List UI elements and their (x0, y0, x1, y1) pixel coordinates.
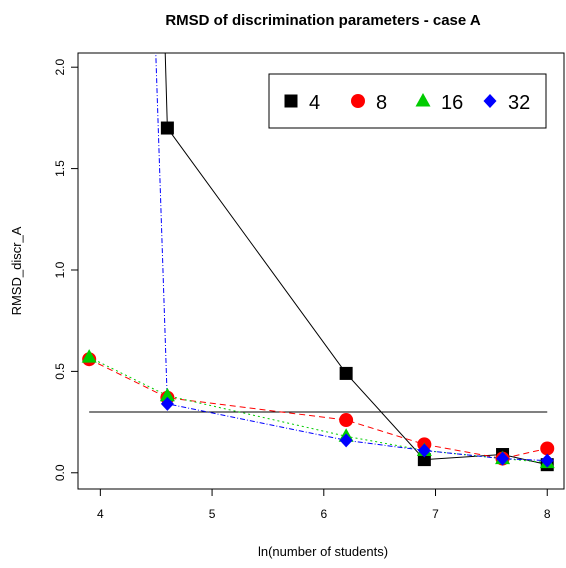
data-point-series-8 (540, 441, 555, 456)
y-tick-label: 1.0 (53, 261, 67, 278)
y-tick-label: 2.0 (53, 59, 67, 76)
y-tick-label: 0.5 (53, 363, 67, 380)
x-tick-label: 4 (97, 507, 104, 521)
legend-marker-16 (415, 93, 431, 107)
series-line-8 (88, 358, 548, 460)
data-point-series-4 (417, 453, 431, 467)
data-point-series-16 (159, 387, 175, 402)
data-point-series-32 (496, 451, 510, 466)
data-point-series-4 (160, 121, 174, 135)
legend-label: 4 (309, 92, 320, 114)
x-tick-label: 7 (432, 507, 439, 521)
legend-label: 16 (441, 92, 463, 114)
y-axis-label: RMSD_discr_A (9, 226, 24, 315)
legend-label: 32 (508, 92, 530, 114)
legend-box (268, 73, 547, 129)
series-line-4 (164, 53, 548, 466)
legend-label: 8 (376, 92, 387, 114)
legend-marker-8 (351, 94, 365, 108)
data-point-series-32 (160, 396, 174, 411)
y-tick-label: 0.0 (53, 464, 67, 481)
data-point-series-32 (417, 443, 431, 458)
x-tick-label: 8 (544, 507, 551, 521)
legend: 4 8 16 32 (268, 73, 547, 129)
x-tick-label: 6 (320, 507, 327, 521)
y-axis: 0.0 0.5 1.0 1.5 2.0 (53, 59, 79, 481)
x-tick-label: 5 (209, 507, 216, 521)
data-point-series-32 (540, 453, 554, 468)
x-axis: 4 5 6 7 8 (97, 488, 551, 521)
data-point-series-8 (339, 413, 354, 428)
data-point-series-32 (339, 433, 353, 448)
y-tick-label: 1.5 (53, 160, 67, 177)
x-axis-label: ln(number of students) (258, 544, 388, 559)
legend-marker-32 (483, 94, 497, 108)
data-point-series-4 (339, 366, 353, 380)
series-line-16 (88, 356, 548, 464)
data-point-series-16 (81, 349, 97, 363)
chart-title: RMSD of discrimination parameters - case… (165, 12, 481, 29)
legend-marker-4 (284, 94, 298, 108)
series-line-32 (155, 53, 548, 462)
